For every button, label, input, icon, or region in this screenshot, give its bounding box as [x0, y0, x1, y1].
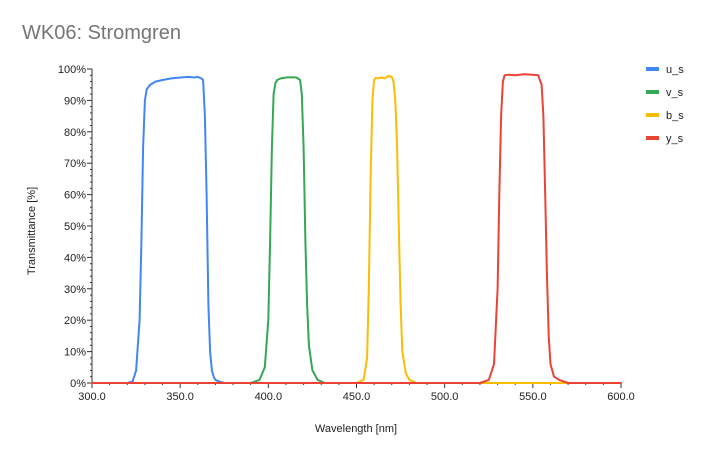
y-tick-label: 30% [64, 284, 86, 296]
axes: 0% 10% 20% 30% 40% 50% 60% 70% 80% 90% 100% 300.0 35… [58, 64, 635, 403]
y-tick-label: 20% [64, 315, 86, 327]
legend-label-v-s: v_s [666, 87, 684, 99]
legend: u_s v_s b_s y_s [646, 64, 684, 145]
y-tick-label: 60% [64, 190, 86, 202]
y-tick-label: 100% [58, 64, 86, 76]
y-tick-label: 70% [64, 158, 86, 170]
y-tick-label: 0% [70, 378, 86, 390]
y-axis-title: Transmittance [%] [26, 187, 38, 275]
series-line-b-s [91, 74, 622, 384]
chart-title: WK06: Stromgren [22, 22, 181, 44]
x-tick-label: 350.0 [166, 391, 194, 403]
series-line-y-s [91, 73, 622, 384]
x-tick-label: 450.0 [343, 391, 371, 403]
legend-label-u-s: u_s [666, 64, 684, 76]
legend-label-y-s: y_s [666, 133, 684, 145]
x-tick-label: 400.0 [255, 391, 283, 403]
y-tick-label: 90% [64, 95, 86, 107]
legend-label-b-s: b_s [666, 110, 684, 122]
x-tick-label: 500.0 [431, 391, 459, 403]
y-tick-label: 50% [64, 221, 86, 233]
series-layer [91, 73, 622, 384]
series-line-u-s [91, 75, 622, 384]
x-tick-label: 300.0 [78, 391, 106, 403]
x-axis-title: Wavelength [nm] [315, 423, 397, 435]
y-tick-label: 10% [64, 347, 86, 359]
x-tick-label: 600.0 [607, 391, 635, 403]
series-line-v-s [91, 76, 622, 384]
x-tick-label: 550.0 [519, 391, 547, 403]
y-tick-label: 80% [64, 127, 86, 139]
y-tick-label: 40% [64, 252, 86, 264]
